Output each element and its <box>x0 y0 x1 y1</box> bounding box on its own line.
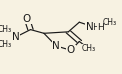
Text: O: O <box>23 13 31 24</box>
Text: CH₃: CH₃ <box>0 25 12 34</box>
Text: N: N <box>52 41 60 51</box>
Text: CH₃: CH₃ <box>103 18 117 27</box>
Text: H: H <box>92 23 99 32</box>
Text: H: H <box>97 23 104 32</box>
Text: CH₃: CH₃ <box>0 40 12 49</box>
Text: N: N <box>86 22 93 32</box>
Text: CH₃: CH₃ <box>82 44 96 53</box>
Text: N: N <box>12 32 20 42</box>
Text: O: O <box>67 45 75 55</box>
